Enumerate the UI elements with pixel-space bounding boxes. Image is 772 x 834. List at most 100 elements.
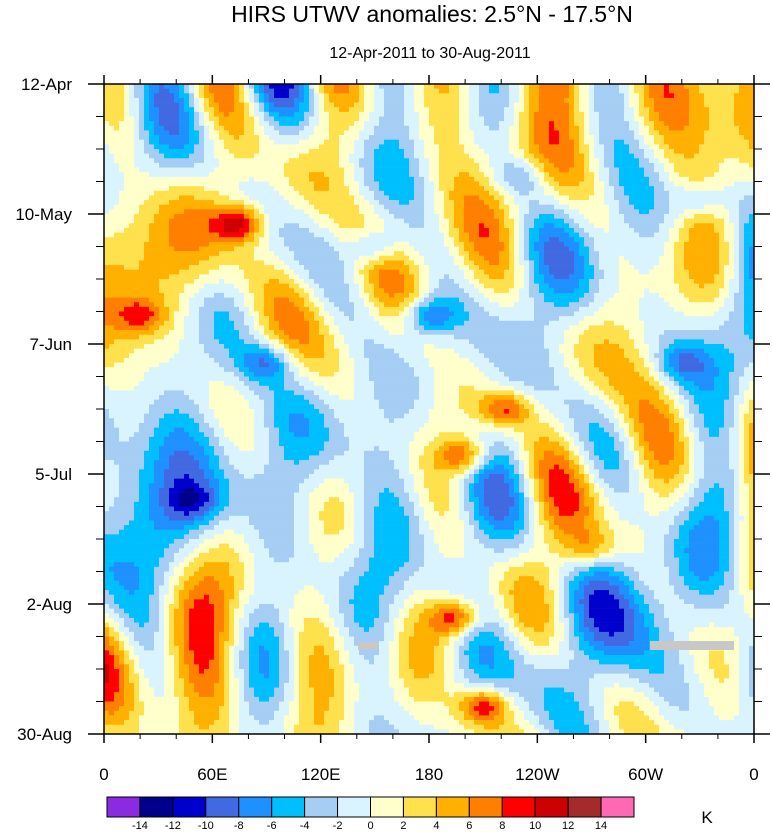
heatmap-cell xyxy=(629,158,634,163)
heatmap-cell xyxy=(339,177,344,182)
heatmap-cell xyxy=(729,172,734,177)
heatmap-cell xyxy=(154,177,159,182)
heatmap-cell xyxy=(194,121,199,126)
heatmap-cell xyxy=(244,237,249,242)
heatmap-cell xyxy=(369,98,374,103)
heatmap-cell xyxy=(569,140,574,145)
heatmap-cell xyxy=(219,103,224,108)
heatmap-cell xyxy=(679,205,684,210)
heatmap-cell xyxy=(319,223,324,228)
heatmap-cell xyxy=(114,158,119,163)
heatmap-cell xyxy=(654,205,659,210)
heatmap-cell xyxy=(204,107,209,112)
heatmap-cell xyxy=(129,242,134,247)
heatmap-cell xyxy=(694,117,699,122)
heatmap-cell xyxy=(509,251,514,256)
heatmap-cell xyxy=(439,117,444,122)
heatmap-cell xyxy=(614,130,619,135)
heatmap-cell xyxy=(469,163,474,168)
heatmap-cell xyxy=(599,233,604,238)
heatmap-cell xyxy=(299,140,304,145)
heatmap-cell xyxy=(289,93,294,98)
heatmap-cell xyxy=(169,200,174,205)
heatmap-cell xyxy=(604,177,609,182)
heatmap-cell xyxy=(564,233,569,238)
heatmap-cell xyxy=(154,237,159,242)
heatmap-cell xyxy=(249,237,254,242)
heatmap-cell xyxy=(639,98,644,103)
heatmap-cell xyxy=(544,237,549,242)
heatmap-cell xyxy=(319,205,324,210)
heatmap-cell xyxy=(679,126,684,131)
heatmap-cell xyxy=(629,205,634,210)
heatmap-cell xyxy=(274,233,279,238)
heatmap-cell xyxy=(459,182,464,187)
heatmap-cell xyxy=(199,214,204,219)
heatmap-cell xyxy=(489,149,494,154)
heatmap-cell xyxy=(164,149,169,154)
heatmap-cell xyxy=(314,186,319,191)
heatmap-cell xyxy=(504,140,509,145)
heatmap-cell xyxy=(134,251,139,256)
heatmap-cell xyxy=(719,144,724,149)
heatmap-cell xyxy=(664,172,669,177)
heatmap-cell xyxy=(254,168,259,173)
heatmap-cell xyxy=(739,144,744,149)
heatmap-cell xyxy=(624,251,629,256)
heatmap-cell xyxy=(119,223,124,228)
heatmap-cell xyxy=(229,168,234,173)
heatmap-cell xyxy=(459,163,464,168)
heatmap-cell xyxy=(104,247,109,252)
heatmap-cell xyxy=(564,242,569,247)
heatmap-cell xyxy=(339,98,344,103)
heatmap-cell xyxy=(184,214,189,219)
heatmap-cell xyxy=(719,256,724,261)
heatmap-cell xyxy=(649,228,654,233)
heatmap-cell xyxy=(654,89,659,94)
heatmap-cell xyxy=(389,242,394,247)
heatmap-cell xyxy=(324,126,329,131)
heatmap-cell xyxy=(574,112,579,117)
heatmap-cell xyxy=(264,103,269,108)
heatmap-cell xyxy=(439,186,444,191)
heatmap-cell xyxy=(119,107,124,112)
heatmap-cell xyxy=(589,121,594,126)
heatmap-cell xyxy=(689,112,694,117)
heatmap-cell xyxy=(664,135,669,140)
heatmap-cell xyxy=(154,98,159,103)
heatmap-cell xyxy=(524,135,529,140)
heatmap-cell xyxy=(694,247,699,252)
heatmap-cell xyxy=(239,191,244,196)
heatmap-cell xyxy=(579,135,584,140)
heatmap-cell xyxy=(464,121,469,126)
heatmap-cell xyxy=(104,130,109,135)
heatmap-cell xyxy=(554,98,559,103)
heatmap-cell xyxy=(394,149,399,154)
heatmap-cell xyxy=(644,98,649,103)
heatmap-cell xyxy=(114,242,119,247)
heatmap-cell xyxy=(329,228,334,233)
heatmap-cell xyxy=(414,168,419,173)
heatmap-cell xyxy=(719,223,724,228)
heatmap-cell xyxy=(154,214,159,219)
heatmap-cell xyxy=(289,98,294,103)
heatmap-cell xyxy=(719,112,724,117)
heatmap-cell xyxy=(134,172,139,177)
heatmap-cell xyxy=(244,154,249,159)
heatmap-cell xyxy=(734,228,739,233)
heatmap-cell xyxy=(564,214,569,219)
heatmap-cell xyxy=(269,117,274,122)
heatmap-cell xyxy=(614,237,619,242)
heatmap-cell xyxy=(449,89,454,94)
heatmap-cell xyxy=(704,149,709,154)
heatmap-cell xyxy=(329,177,334,182)
heatmap-cell xyxy=(364,98,369,103)
heatmap-cell xyxy=(124,144,129,149)
heatmap-cell xyxy=(534,158,539,163)
heatmap-cell xyxy=(709,158,714,163)
heatmap-cell xyxy=(174,228,179,233)
heatmap-cell xyxy=(609,256,614,261)
heatmap-cell xyxy=(274,144,279,149)
heatmap-cell xyxy=(304,126,309,131)
heatmap-cell xyxy=(549,237,554,242)
